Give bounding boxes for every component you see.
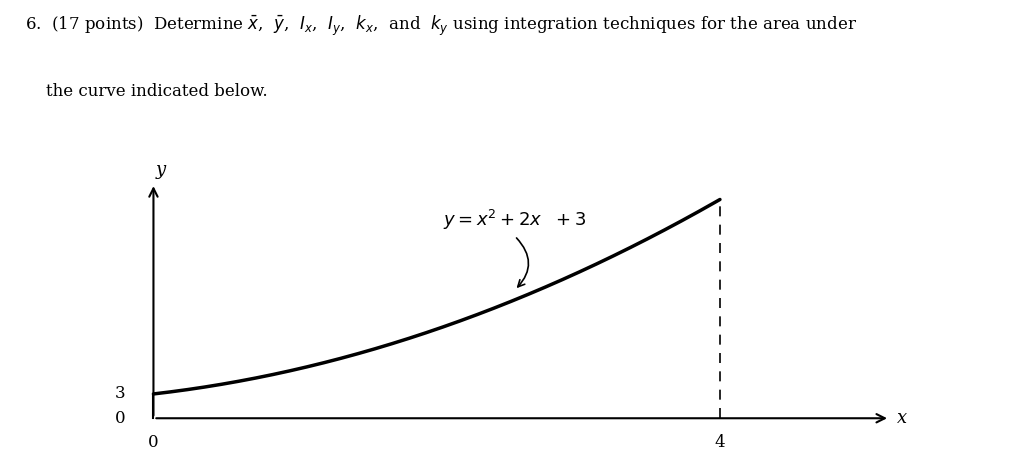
Text: the curve indicated below.: the curve indicated below. xyxy=(46,83,267,100)
Text: 0: 0 xyxy=(148,434,159,451)
Text: 3: 3 xyxy=(114,385,125,402)
Text: 4: 4 xyxy=(714,434,726,451)
Text: 0: 0 xyxy=(114,410,125,427)
Text: $y = x^2 + 2x\ \ +3$: $y = x^2 + 2x\ \ +3$ xyxy=(443,208,586,232)
Text: y: y xyxy=(156,161,166,179)
Text: 6.  (17 points)  Determine $\bar{x}$,  $\bar{y}$,  $I_x$,  $I_y$,  $k_x$,  and  : 6. (17 points) Determine $\bar{x}$, $\ba… xyxy=(25,14,857,38)
Text: x: x xyxy=(897,409,907,427)
